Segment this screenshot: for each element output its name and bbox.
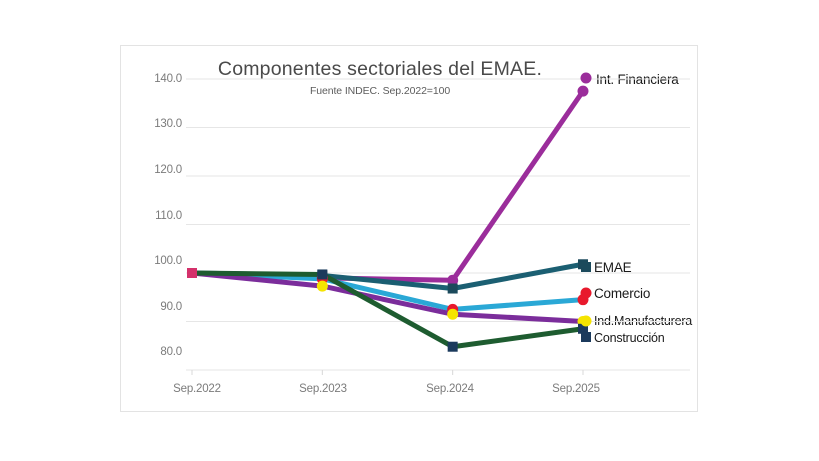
y-tick-label-130: 130.0 xyxy=(154,118,182,130)
series-label-construccion: Construcción xyxy=(594,331,665,345)
series-label-int-financiera: Int. Financiera xyxy=(596,72,679,87)
x-tick-label-sep-2024: Sep.2024 xyxy=(426,383,474,395)
chart-title: Componentes sectoriales del EMAE. xyxy=(217,58,543,80)
x-tick-label-sep-2023: Sep.2023 xyxy=(299,383,347,395)
y-tick-label-140: 140.0 xyxy=(154,73,182,85)
y-tick-label-80: 80.0 xyxy=(160,346,182,358)
y-tick-label-120: 120.0 xyxy=(154,164,182,176)
y-tick-label-100: 100.0 xyxy=(154,255,182,267)
series-label-ind-manufacturera: Ind.Manufacturera xyxy=(594,314,693,328)
series-label-comercio: Comercio xyxy=(594,286,651,301)
y-tick-label-110: 110.0 xyxy=(155,210,182,222)
x-tick-label-sep-2025: Sep.2025 xyxy=(552,383,600,395)
series-label-emae: EMAE xyxy=(594,260,632,275)
chart-subtitle: Fuente INDEC. Sep.2022=100 xyxy=(309,85,451,97)
y-tick-label-90: 90.0 xyxy=(160,301,182,313)
x-tick-label-sep-2022: Sep.2022 xyxy=(173,383,221,395)
chart-frame xyxy=(120,45,698,412)
